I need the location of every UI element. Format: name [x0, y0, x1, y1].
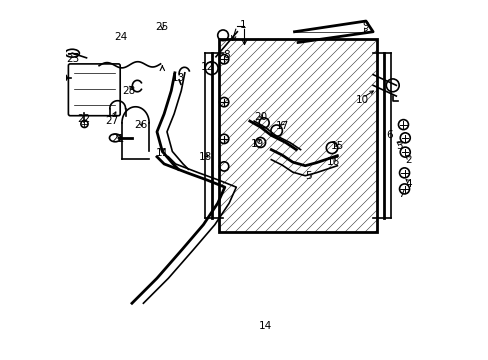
Text: 6: 6: [385, 130, 392, 140]
Text: 27: 27: [105, 116, 119, 126]
Text: 18: 18: [198, 152, 211, 162]
Text: 28: 28: [122, 86, 135, 96]
Text: 26: 26: [134, 120, 147, 130]
Text: 23: 23: [66, 54, 80, 64]
Text: 4: 4: [405, 179, 411, 189]
Text: 9: 9: [362, 21, 368, 31]
Text: 21: 21: [111, 134, 124, 144]
Text: 1: 1: [239, 19, 245, 30]
Text: 25: 25: [155, 22, 169, 32]
Text: 5: 5: [305, 171, 311, 181]
Text: 20: 20: [253, 112, 266, 122]
Text: 13: 13: [171, 73, 184, 83]
Text: 15: 15: [330, 141, 343, 151]
Text: 2: 2: [405, 156, 411, 165]
Text: 22: 22: [77, 114, 90, 124]
Text: 7: 7: [398, 189, 404, 199]
Text: 24: 24: [114, 32, 128, 42]
Text: 19: 19: [250, 139, 263, 149]
Text: 8: 8: [223, 50, 229, 60]
Text: 14: 14: [259, 321, 272, 332]
Text: 16: 16: [326, 157, 340, 167]
Text: 10: 10: [355, 95, 368, 105]
Text: 12: 12: [200, 63, 213, 72]
Text: 11: 11: [155, 148, 169, 158]
Text: 17: 17: [275, 121, 288, 131]
Text: 3: 3: [396, 141, 403, 151]
